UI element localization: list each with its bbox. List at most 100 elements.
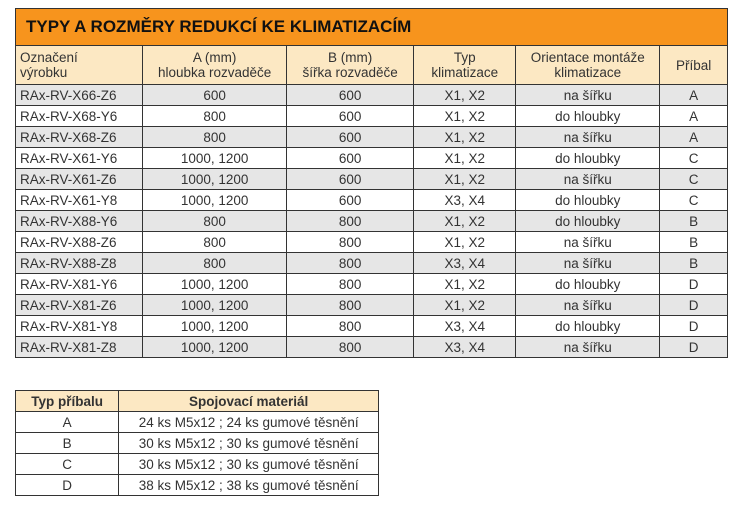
header-label: Typ — [453, 50, 476, 65]
table-cell: 800 — [286, 210, 415, 232]
table-cell: RAx-RV-X61-Y6 — [14, 147, 144, 169]
table-cell: 600 — [142, 84, 288, 106]
table-title: TYPY A ROZMĚRY REDUKCÍ KE KLIMATIZACÍM — [15, 8, 728, 46]
table-row: RAx-RV-X61-Y6 1000, 1200 600 X1, X2 do hloub… — [14, 147, 728, 169]
header-label: A (mm) — [192, 50, 237, 65]
table-cell: X1, X2 — [413, 147, 517, 169]
column-header: Typ příbalu — [14, 390, 120, 412]
table-cell: do hloubky — [515, 105, 661, 127]
header-label: šířka rozvaděče — [302, 65, 398, 80]
table-row: RAx-RV-X66-Z6 600 600 X1, X2 na šířku A — [14, 84, 728, 106]
table-cell: na šířku — [515, 231, 661, 253]
table-cell: do hloubky — [515, 315, 661, 337]
table-cell: X1, X2 — [413, 105, 517, 127]
table-cell: X3, X4 — [413, 315, 517, 337]
column-header: Příbal — [659, 45, 728, 85]
table-row: D 38 ks M5x12 ; 38 ks gumové těsnění — [14, 474, 379, 496]
table-row: RAx-RV-X81-Y6 1000, 1200 800 X1, X2 do hloub… — [14, 273, 728, 295]
table-cell: na šířku — [515, 294, 661, 316]
table-cell: do hloubky — [515, 273, 661, 295]
header-label: klimatizace — [554, 65, 622, 80]
table-cell: RAx-RV-X88-Y6 — [14, 210, 144, 232]
column-header: Označení výrobku — [14, 45, 144, 85]
table-cell: 800 — [142, 126, 288, 148]
table-cell: A — [659, 105, 728, 127]
table-row: RAx-RV-X81-Z8 1000, 1200 800 X3, X4 na šířku… — [14, 336, 728, 358]
table-cell: RAx-RV-X61-Y8 — [14, 189, 144, 211]
table-cell: RAx-RV-X88-Z6 — [14, 231, 144, 253]
table-cell: RAx-RV-X68-Z6 — [14, 126, 144, 148]
table-cell: X1, X2 — [413, 273, 517, 295]
table-cell: 800 — [142, 105, 288, 127]
table-cell: 600 — [286, 168, 415, 190]
table-cell: 1000, 1200 — [142, 168, 288, 190]
table-cell: 800 — [286, 315, 415, 337]
table-cell: 800 — [286, 231, 415, 253]
table-cell: X1, X2 — [413, 210, 517, 232]
table-cell: C — [659, 168, 728, 190]
table-cell: A — [659, 84, 728, 106]
table-row: RAx-RV-X81-Z6 1000, 1200 800 X1, X2 na šířku… — [14, 294, 728, 316]
table-cell: RAx-RV-X81-Y8 — [14, 315, 144, 337]
table-cell: D — [659, 273, 728, 295]
column-header: B (mm) šířka rozvaděče — [286, 45, 415, 85]
table-cell: X1, X2 — [413, 294, 517, 316]
header-label: B (mm) — [328, 50, 373, 65]
table-cell: do hloubky — [515, 210, 661, 232]
table-cell: B — [659, 210, 728, 232]
table-cell: 30 ks M5x12 ; 30 ks gumové těsnění — [118, 432, 379, 454]
table-cell: 800 — [286, 252, 415, 274]
header-label: Orientace montáže — [530, 50, 645, 65]
table-cell: na šířku — [515, 84, 661, 106]
table-cell: 30 ks M5x12 ; 30 ks gumové těsnění — [118, 453, 379, 475]
table-cell: X1, X2 — [413, 84, 517, 106]
column-header: Orientace montáže klimatizace — [515, 45, 661, 85]
table-cell: RAx-RV-X88-Z8 — [14, 252, 144, 274]
table-cell: X3, X4 — [413, 189, 517, 211]
table-cell: 600 — [286, 105, 415, 127]
table-row: RAx-RV-X68-Z6 800 600 X1, X2 na šířku A — [14, 126, 728, 148]
header-label: Příbal — [675, 57, 712, 73]
table-cell: 1000, 1200 — [142, 294, 288, 316]
table-cell: RAx-RV-X68-Y6 — [14, 105, 144, 127]
header-label: klimatizace — [431, 65, 499, 80]
table-cell: 600 — [286, 189, 415, 211]
table-cell: X1, X2 — [413, 168, 517, 190]
table-cell: D — [659, 336, 728, 358]
table-row: RAx-RV-X88-Z8 800 800 X3, X4 na šířku B — [14, 252, 728, 274]
table-cell: B — [14, 432, 120, 454]
table-cell: D — [14, 474, 120, 496]
table-cell: 1000, 1200 — [142, 189, 288, 211]
table-cell: C — [14, 453, 120, 475]
table-cell: RAx-RV-X81-Z6 — [14, 294, 144, 316]
table-row: RAx-RV-X88-Y6 800 800 X1, X2 do hloubky B — [14, 210, 728, 232]
table-cell: RAx-RV-X66-Z6 — [14, 84, 144, 106]
table-cell: na šířku — [515, 168, 661, 190]
header-row: Označení výrobku A (mm) hloubka rozvaděče B … — [14, 45, 728, 85]
table-cell: 24 ks M5x12 ; 24 ks gumové těsnění — [118, 411, 379, 433]
table-cell: 600 — [286, 147, 415, 169]
table-cell: C — [659, 147, 728, 169]
table-cell: na šířku — [515, 126, 661, 148]
table-cell: X3, X4 — [413, 252, 517, 274]
packaging-table: Typ příbalu Spojovací materiál A 24 ks M5x… — [14, 390, 379, 496]
table-cell: 800 — [286, 273, 415, 295]
table-cell: RAx-RV-X81-Y6 — [14, 273, 144, 295]
table-cell: do hloubky — [515, 189, 661, 211]
table-cell: 800 — [286, 336, 415, 358]
table-cell: 1000, 1200 — [142, 336, 288, 358]
table-row: RAx-RV-X61-Y8 1000, 1200 600 X3, X4 do hloub… — [14, 189, 728, 211]
column-header: Spojovací materiál — [118, 390, 379, 412]
table-cell: A — [659, 126, 728, 148]
table-cell: X1, X2 — [413, 231, 517, 253]
table-cell: 38 ks M5x12 ; 38 ks gumové těsnění — [118, 474, 379, 496]
table-cell: 800 — [142, 210, 288, 232]
table-cell: B — [659, 231, 728, 253]
table-cell: C — [659, 189, 728, 211]
table-cell: 800 — [142, 252, 288, 274]
table-cell: na šířku — [515, 336, 661, 358]
column-header: A (mm) hloubka rozvaděče — [142, 45, 288, 85]
table-cell: na šířku — [515, 252, 661, 274]
header-label: hloubka rozvaděče — [157, 65, 272, 80]
table-row: RAx-RV-X61-Z6 1000, 1200 600 X1, X2 na šířku… — [14, 168, 728, 190]
